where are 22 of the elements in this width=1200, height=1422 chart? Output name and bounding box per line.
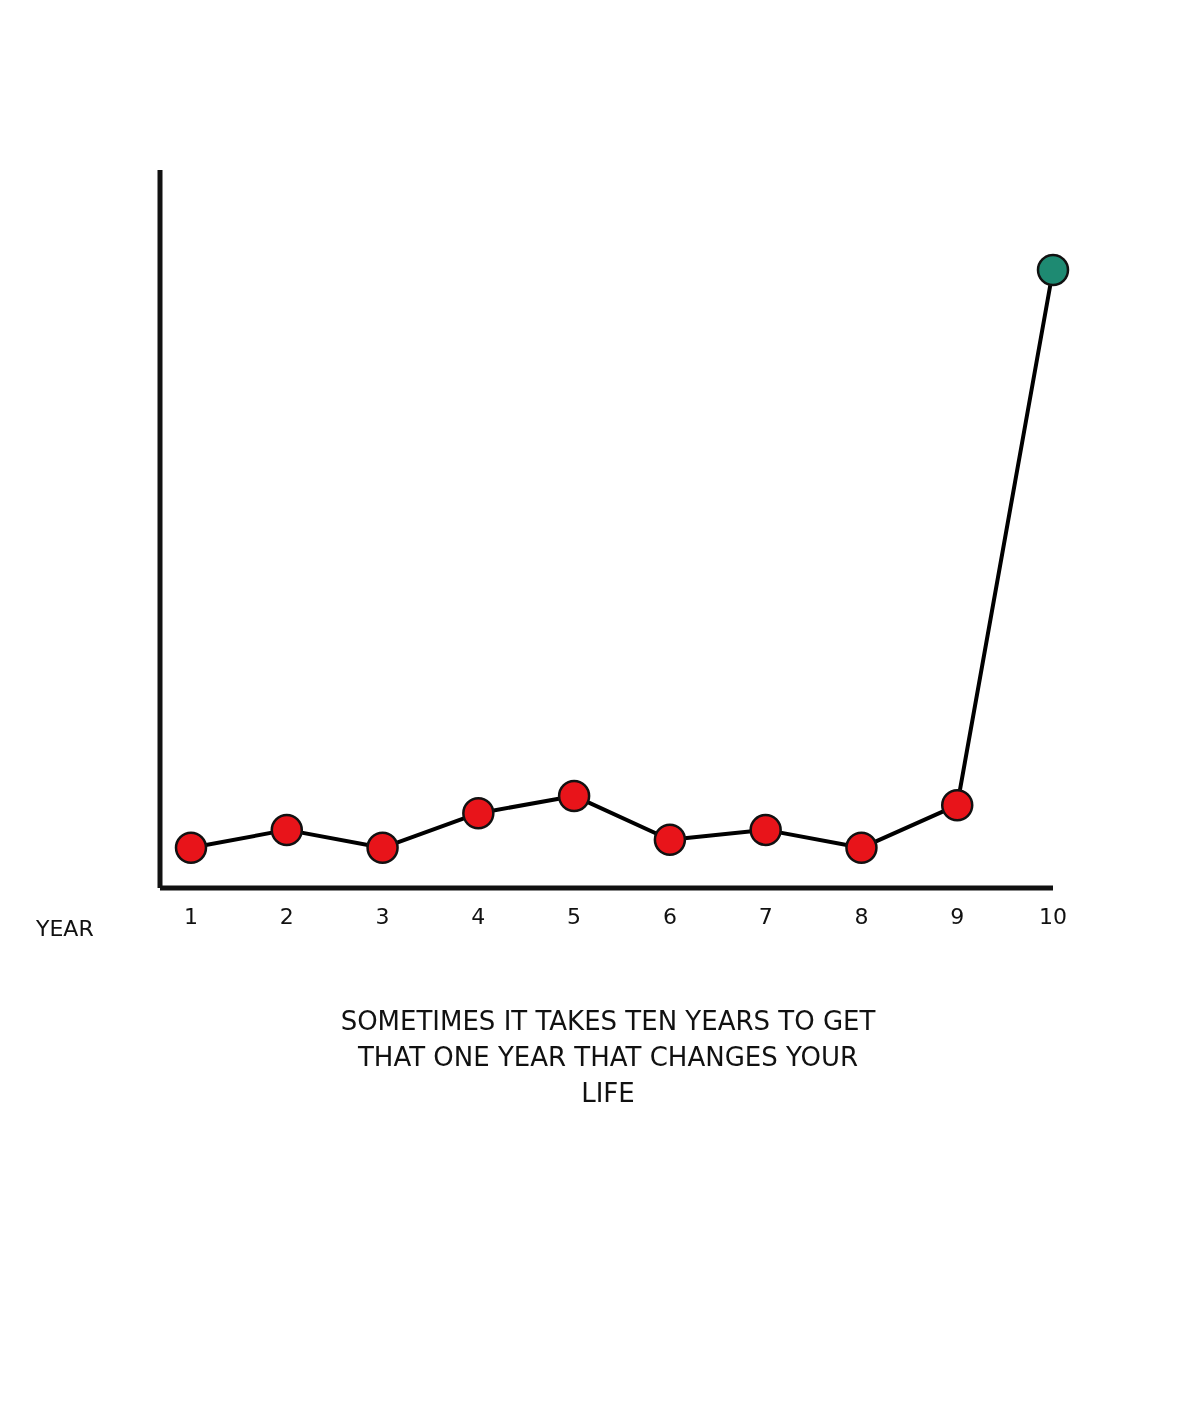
x-tick-label: 7 [758, 903, 773, 929]
point [366, 831, 399, 865]
point [174, 831, 208, 865]
point [845, 831, 878, 865]
x-tick-label: 8 [854, 903, 869, 929]
x-tick-label: 9 [950, 903, 965, 929]
point [653, 823, 687, 857]
text: SOMETIMES IT TAKES TEN YEARS TO GET THAT ONE YEAR THAT CHANGES YOUR LIFE [339, 1005, 877, 1110]
point [749, 813, 782, 847]
x-tick-label: 10 [1039, 903, 1067, 929]
x-axis-title: YEAR [36, 916, 94, 941]
x-tick-label: 3 [375, 903, 390, 929]
x-tick-label: 5 [567, 903, 582, 929]
point [940, 788, 974, 822]
x-tick-label: 4 [471, 903, 486, 929]
point [462, 796, 495, 830]
x-tick-label: 1 [184, 903, 198, 929]
point [270, 813, 304, 847]
x-tick-label: 6 [662, 903, 677, 929]
x-tick-label: 2 [279, 903, 294, 929]
point [1036, 253, 1070, 287]
point [557, 779, 591, 813]
